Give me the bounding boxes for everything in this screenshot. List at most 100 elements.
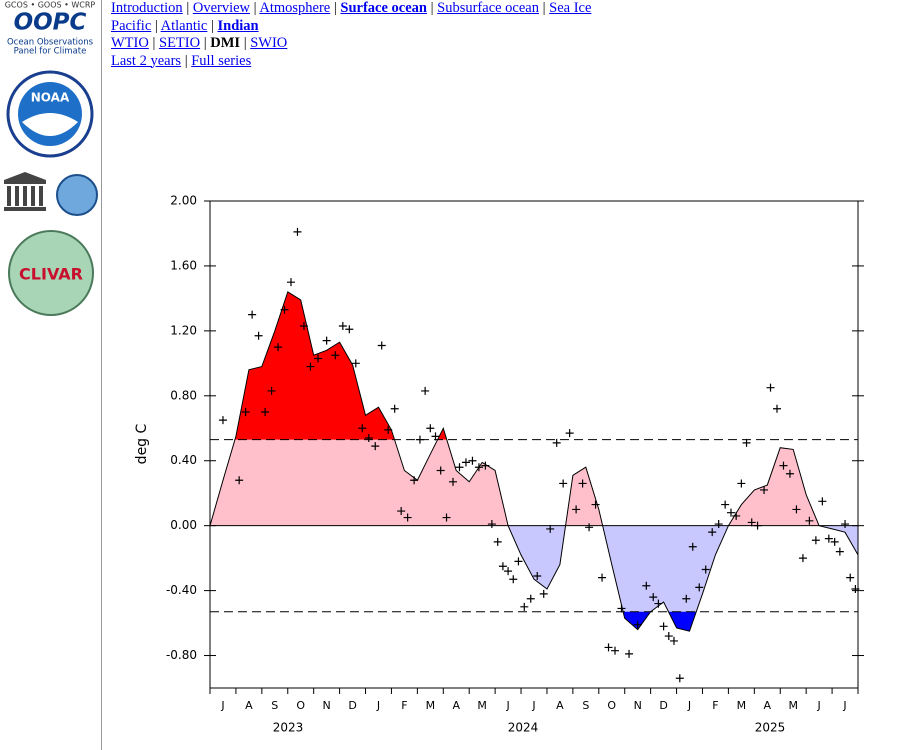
navigation: Introduction | Overview | Atmosphere | S… (111, 0, 591, 70)
weekly-point (377, 341, 386, 350)
weekly-point (274, 343, 283, 352)
nav-link[interactable]: Last 2 years (111, 52, 182, 69)
weekly-point (682, 594, 691, 603)
weekly-point (526, 594, 535, 603)
nav-link[interactable]: Atlantic (160, 17, 208, 34)
nav-link[interactable]: Sea Ice (549, 0, 592, 16)
noaa-bird (22, 113, 78, 136)
y-tick-label: 1.60 (170, 258, 197, 272)
year-label: 2024 (508, 721, 539, 735)
weekly-point (461, 458, 470, 467)
weekly-point (267, 386, 276, 395)
x-tick-label: M (426, 699, 436, 712)
below-area (623, 611, 697, 632)
x-tick-label: S (271, 699, 278, 712)
weekly-point (371, 442, 380, 451)
weekly-point (364, 434, 373, 443)
weekly-point (504, 567, 513, 576)
weekly-point (659, 622, 668, 631)
x-tick-label: A (556, 699, 564, 712)
smoothed-line (209, 291, 859, 632)
caption: Ocean Observations (7, 38, 94, 48)
weekly-point (708, 528, 717, 537)
weekly-point (664, 632, 673, 641)
weekly-point (415, 435, 424, 444)
weekly-point (442, 513, 451, 522)
logos: GCOS • GOOS • WCRP OOPC Ocean Observatio… (4, 1, 98, 316)
weekly-point (578, 479, 587, 488)
weekly-point (779, 461, 788, 470)
sidebar: GCOS • GOOS • WCRP OOPC Ocean Observatio… (0, 0, 102, 750)
nav-link[interactable]: Surface ocean (340, 0, 427, 16)
nav-link[interactable]: SWIO (250, 35, 288, 51)
weekly-point (625, 649, 634, 658)
negative-area (210, 525, 858, 632)
x-tick-label: M (788, 699, 798, 712)
clivar-logo[interactable] (8, 230, 94, 316)
caption: Panel for Climate (14, 47, 87, 57)
weekly-point (695, 583, 704, 592)
weekly-point (737, 479, 746, 488)
weekly-point (598, 573, 607, 582)
y-tick-label: 0.40 (170, 453, 197, 467)
y-tick-label: 0.80 (170, 388, 197, 402)
oopc-logo[interactable]: OOPC (14, 10, 87, 36)
nav-link[interactable]: Introduction (111, 0, 183, 16)
x-tick-label: F (401, 699, 407, 712)
nav-link[interactable]: SETIO (159, 35, 201, 51)
weekly-point (514, 557, 523, 566)
weekly-point (455, 463, 464, 472)
weekly-point (559, 479, 568, 488)
weekly-point (818, 497, 827, 506)
weekly-point (565, 429, 574, 438)
weekly-point (773, 404, 781, 413)
weekly-point (742, 438, 751, 447)
nav-link[interactable]: Subsurface ocean (437, 0, 539, 16)
x-tick-label: D (659, 699, 667, 712)
weekly-point (403, 513, 412, 522)
weekly-point (760, 485, 769, 494)
weekly-point (314, 354, 322, 363)
y-tick-label: 1.20 (170, 323, 197, 337)
weekly-point (675, 674, 684, 683)
nav-row: WTIO | SETIO | DMI | SWIO (111, 35, 288, 51)
nav-link: DMI (210, 35, 241, 51)
weekly-point (747, 518, 756, 527)
nav-link[interactable]: Indian (217, 17, 259, 34)
ioc-logo[interactable] (56, 174, 98, 216)
nav-link[interactable]: Pacific (111, 17, 152, 34)
x-tick-label: F (712, 699, 718, 712)
weekly-point (487, 520, 496, 529)
x-tick-label: O (296, 699, 305, 712)
weekly-point (785, 469, 794, 478)
weekly-point (851, 584, 860, 593)
nav-link[interactable]: Overview (192, 0, 251, 16)
above-area (234, 291, 447, 440)
y-tick-label: -0.80 (166, 648, 197, 662)
weekly-point (431, 432, 440, 441)
weekly-point (732, 511, 741, 520)
weekly-point (426, 424, 435, 433)
weekly-point (811, 536, 820, 545)
weekly-point (481, 461, 490, 470)
unesco-logo[interactable] (4, 172, 46, 211)
nav-link[interactable]: Atmosphere (259, 0, 331, 16)
nav-row: Last 2 years | Full series (111, 52, 252, 69)
x-tick-label: J (816, 699, 820, 712)
x-tick-label: J (687, 699, 691, 712)
weekly-point (669, 636, 678, 645)
weekly-point (241, 408, 250, 417)
nav-link[interactable]: WTIO (111, 35, 149, 51)
weekly-point (533, 571, 542, 580)
weekly-point (830, 537, 839, 546)
weekly-point (721, 500, 730, 509)
weekly-point (261, 408, 270, 417)
weekly-point (287, 278, 295, 287)
weekly-point (397, 507, 406, 516)
nav-link[interactable]: Full series (191, 52, 252, 69)
weekly-point (841, 520, 850, 529)
x-tick-label: A (764, 699, 772, 712)
weekly-point (824, 534, 833, 543)
weekly-point (552, 438, 561, 447)
